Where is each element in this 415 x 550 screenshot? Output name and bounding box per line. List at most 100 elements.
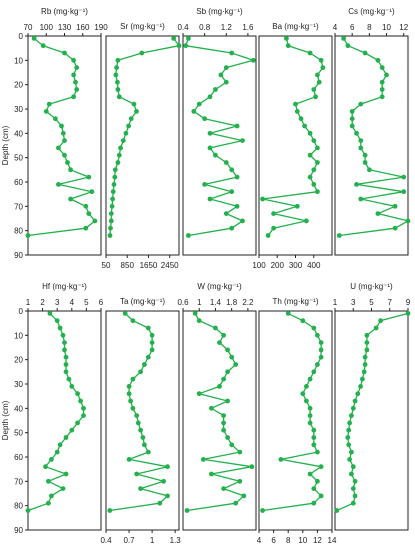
panel-9-data-point xyxy=(307,405,313,411)
panel-7-data-point xyxy=(149,347,155,353)
panel-5-data-point xyxy=(345,43,351,49)
panel-3-data-point xyxy=(207,130,213,136)
panel-5-data-point xyxy=(358,138,364,144)
panel-6-data-point xyxy=(60,486,66,491)
panel-6-xtick-label: 6 xyxy=(99,298,104,307)
panel-5-data-point xyxy=(358,196,364,202)
panel-4-data-point xyxy=(284,36,289,41)
panel-5-data-point xyxy=(336,233,342,238)
panel-4-data-point xyxy=(318,57,324,63)
panel-5-xtick-label: 6 xyxy=(350,23,355,32)
panel-6-data-point xyxy=(63,362,69,367)
panel-3-data-point xyxy=(223,160,229,165)
panel-2-data-point xyxy=(113,72,119,78)
panel-10-data-point xyxy=(352,478,358,484)
panel-7-data-point xyxy=(161,478,167,484)
panel-9-data-point xyxy=(315,449,320,455)
panel-4-data-point xyxy=(307,130,313,136)
panel-6-title: Hf (mg·kg⁻¹) xyxy=(42,282,87,291)
panel-2-data-point xyxy=(118,145,123,151)
panel-5-data-point xyxy=(358,145,364,151)
panel-10-data-point xyxy=(349,413,354,418)
panel-8-title: W (mg·kg⁻¹) xyxy=(197,282,242,291)
panel-1-data-point xyxy=(86,174,92,180)
panel-3-xtick-label: 1.6 xyxy=(242,23,254,32)
panel-4-data-point xyxy=(304,218,309,224)
panel-10-data-point xyxy=(349,471,354,477)
panel-2-xtick-label: 2450 xyxy=(161,261,179,270)
panel-6-ytick-label: 90 xyxy=(14,526,23,535)
panel-4-data-point xyxy=(307,174,313,180)
panel-6-ytick-label: 20 xyxy=(14,356,23,365)
panel-8-data-point xyxy=(192,311,198,316)
panel-9-data-point xyxy=(318,340,324,345)
panel-7-data-point xyxy=(145,449,151,455)
panel-3-xtick-label: 1.2 xyxy=(221,23,233,32)
panel-10-data-point xyxy=(352,398,358,404)
panel-9-data-point xyxy=(307,376,313,382)
panel-7-data-point xyxy=(165,464,170,470)
panel-9-data-point xyxy=(307,471,313,477)
panel-10-data-point xyxy=(345,435,351,440)
panel-1-data-point xyxy=(31,36,37,41)
panel-2-data-point xyxy=(110,189,116,195)
panel-7-data-point xyxy=(122,311,128,316)
panel-1-ytick-label: 90 xyxy=(14,251,23,260)
panel-2-data-point xyxy=(171,36,177,41)
panel-9-data-point xyxy=(260,508,265,513)
panel-8-data-point xyxy=(225,369,231,375)
panel-8-data-point xyxy=(217,340,222,345)
panel-1-data-point xyxy=(62,152,67,158)
panel-3-data-point xyxy=(186,36,191,41)
panel-9-data-point xyxy=(318,464,324,470)
panel-6-ytick-label: 80 xyxy=(14,502,23,511)
panel-7-xtick-label: 0.4 xyxy=(100,536,112,545)
panel-5-data-point xyxy=(401,189,407,195)
panel-8-data-point xyxy=(221,420,227,426)
panel-4-data-point xyxy=(316,79,322,85)
panel-1-xtick-label: 100 xyxy=(40,23,54,32)
panel-2-data-point xyxy=(123,130,129,136)
panel-5-data-point xyxy=(375,211,381,217)
panel-8-xtick-label: 1.8 xyxy=(226,298,238,307)
panel-2-data-point xyxy=(108,225,113,231)
panel-1-data-point xyxy=(74,87,80,92)
panel-4-data-point xyxy=(315,160,320,165)
panel-9-xtick-label: 14 xyxy=(328,536,337,545)
panel-5-data-point xyxy=(362,160,368,165)
panel-3-data-point xyxy=(234,123,240,129)
panel-2-data-point xyxy=(131,101,137,107)
panel-1-data-point xyxy=(83,225,89,231)
panel-5-data-point xyxy=(379,65,385,70)
panel-9-data-point xyxy=(318,347,324,353)
panel-5-data-point xyxy=(362,152,368,158)
panel-4-title: Ba (mg·kg⁻¹) xyxy=(272,22,319,31)
panel-10-data-point xyxy=(349,449,354,455)
panel-7-data-point xyxy=(134,413,140,418)
panel-5-data-point xyxy=(362,50,368,56)
panel-5-xtick-label: 8 xyxy=(367,23,372,32)
panel-2-data-point xyxy=(126,123,131,129)
panel-7-data-point xyxy=(138,427,144,433)
panel-6-data-point xyxy=(75,420,80,426)
panel-4-data-point xyxy=(298,116,304,122)
panel-1-ytick-label: 10 xyxy=(14,56,23,65)
panel-7-xtick-label: 1 xyxy=(150,536,155,545)
panel-5-data-point xyxy=(379,87,385,92)
panel-7-data-point xyxy=(149,340,155,345)
panel-1-ytick-label: 40 xyxy=(14,129,23,138)
panel-5-series-line xyxy=(339,38,409,237)
panel-2-data-point xyxy=(115,79,120,85)
panel-1-data-point xyxy=(68,167,73,173)
panel-4-data-point xyxy=(293,101,298,107)
panel-5-xtick-label: 4 xyxy=(333,23,338,32)
panel-9-data-point xyxy=(278,457,284,462)
panel-8-data-point xyxy=(229,354,235,360)
panel-5-data-point xyxy=(384,72,389,78)
panel-3-data-point xyxy=(202,116,208,122)
panel-2-xtick-label: 50 xyxy=(102,261,111,270)
panel-6-data-point xyxy=(49,493,54,499)
panel-6-data-point xyxy=(69,384,75,389)
panel-2-data-point xyxy=(111,182,117,187)
panel-9-data-point xyxy=(318,493,324,499)
